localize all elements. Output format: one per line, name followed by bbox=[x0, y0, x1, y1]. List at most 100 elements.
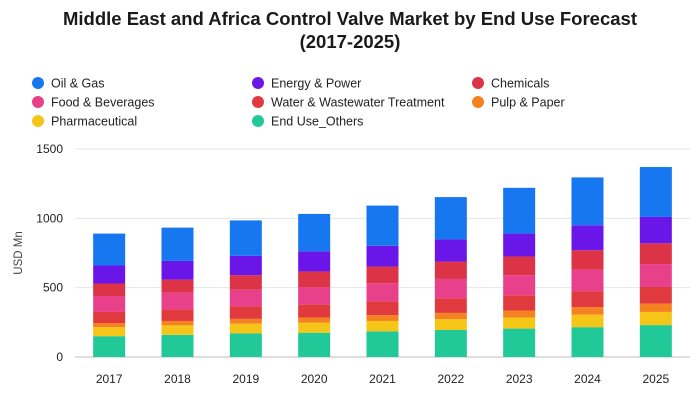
bar-segment-end-use-others-2024[interactable] bbox=[571, 327, 604, 357]
legend-item-end-use-others[interactable]: End Use_Others bbox=[252, 115, 363, 129]
bar-segment-chemicals-2017[interactable] bbox=[93, 283, 126, 296]
y-tick-label: 500 bbox=[43, 281, 63, 295]
bar-segment-energy-and-power-2020[interactable] bbox=[298, 251, 331, 272]
bar-segment-water-and-wastewater-treatment-2020[interactable] bbox=[298, 304, 331, 318]
chart-legend: Oil & Gas Energy & Power Chemicals Food & B… bbox=[32, 77, 565, 129]
bar-segment-end-use-others-2020[interactable] bbox=[298, 332, 331, 357]
bar-segment-oil-and-gas-2019[interactable] bbox=[229, 220, 262, 256]
bar-segment-energy-and-power-2018[interactable] bbox=[161, 260, 194, 280]
bar-segment-oil-and-gas-2017[interactable] bbox=[93, 233, 126, 266]
bar-segment-chemicals-2018[interactable] bbox=[161, 279, 194, 293]
bar-segment-oil-and-gas-2020[interactable] bbox=[298, 213, 331, 252]
bar-segment-chemicals-2019[interactable] bbox=[229, 275, 262, 290]
legend-label: Oil & Gas bbox=[51, 77, 105, 91]
bar-segment-energy-and-power-2025[interactable] bbox=[639, 216, 672, 244]
bar-segment-end-use-others-2022[interactable] bbox=[434, 329, 467, 357]
legend-item-energy-and-power[interactable]: Energy & Power bbox=[252, 77, 361, 91]
bar-segment-end-use-others-2021[interactable] bbox=[366, 331, 399, 357]
x-tick-label: 2019 bbox=[232, 372, 259, 386]
bar-segment-water-and-wastewater-treatment-2022[interactable] bbox=[434, 298, 467, 313]
bar-segment-end-use-others-2019[interactable] bbox=[229, 333, 262, 357]
bar-stack-2022[interactable] bbox=[434, 197, 467, 357]
bar-segment-pulp-and-paper-2024[interactable] bbox=[571, 307, 604, 315]
bar-segment-pulp-and-paper-2022[interactable] bbox=[434, 312, 467, 320]
bar-segment-pharmaceutical-2023[interactable] bbox=[503, 317, 536, 329]
bar-segment-chemicals-2023[interactable] bbox=[503, 256, 536, 276]
bar-segment-oil-and-gas-2022[interactable] bbox=[434, 197, 467, 240]
bar-segment-chemicals-2021[interactable] bbox=[366, 266, 399, 284]
y-tick-label: 0 bbox=[56, 350, 63, 364]
bar-segment-pharmaceutical-2025[interactable] bbox=[639, 311, 672, 326]
bar-segment-water-and-wastewater-treatment-2017[interactable] bbox=[93, 311, 126, 324]
legend-item-pharmaceutical[interactable]: Pharmaceutical bbox=[32, 115, 137, 129]
bar-segment-pulp-and-paper-2020[interactable] bbox=[298, 317, 331, 323]
bar-segment-end-use-others-2023[interactable] bbox=[503, 328, 536, 357]
bar-segment-food-and-beverages-2019[interactable] bbox=[229, 289, 262, 307]
legend-item-food-and-beverages[interactable]: Food & Beverages bbox=[32, 96, 155, 110]
bar-segment-pharmaceutical-2024[interactable] bbox=[571, 314, 604, 328]
bar-segment-oil-and-gas-2024[interactable] bbox=[571, 177, 604, 226]
bar-segment-pulp-and-paper-2018[interactable] bbox=[161, 320, 194, 326]
chart-title: Middle East and Africa Control Valve Mar… bbox=[63, 8, 637, 29]
bar-segment-chemicals-2022[interactable] bbox=[434, 261, 467, 279]
bar-stack-2023[interactable] bbox=[503, 187, 536, 357]
bar-segment-pulp-and-paper-2025[interactable] bbox=[639, 303, 672, 312]
bar-segment-food-and-beverages-2018[interactable] bbox=[161, 292, 194, 310]
bar-segment-water-and-wastewater-treatment-2021[interactable] bbox=[366, 301, 399, 316]
bar-segment-energy-and-power-2022[interactable] bbox=[434, 239, 467, 262]
bar-segment-food-and-beverages-2022[interactable] bbox=[434, 278, 467, 299]
bar-segment-pulp-and-paper-2023[interactable] bbox=[503, 310, 536, 318]
bar-segment-oil-and-gas-2023[interactable] bbox=[503, 187, 536, 234]
bar-segment-water-and-wastewater-treatment-2023[interactable] bbox=[503, 295, 536, 311]
bar-stack-2021[interactable] bbox=[366, 205, 399, 357]
bar-segment-pharmaceutical-2022[interactable] bbox=[434, 319, 467, 330]
bar-segment-pharmaceutical-2017[interactable] bbox=[93, 327, 126, 337]
bar-stack-2017[interactable] bbox=[93, 233, 126, 357]
bar-segment-pulp-and-paper-2019[interactable] bbox=[229, 318, 262, 324]
bar-segment-oil-and-gas-2025[interactable] bbox=[639, 167, 672, 217]
bar-segment-energy-and-power-2024[interactable] bbox=[571, 225, 604, 251]
bar-segment-food-and-beverages-2025[interactable] bbox=[639, 264, 672, 287]
legend-item-pulp-and-paper[interactable]: Pulp & Paper bbox=[472, 96, 565, 110]
bar-segment-energy-and-power-2023[interactable] bbox=[503, 233, 536, 257]
y-axis-label: USD Mn bbox=[13, 231, 25, 274]
bar-segment-water-and-wastewater-treatment-2018[interactable] bbox=[161, 309, 194, 321]
bar-segment-water-and-wastewater-treatment-2025[interactable] bbox=[639, 286, 672, 304]
legend-label: Pulp & Paper bbox=[491, 96, 565, 110]
bar-stack-2019[interactable] bbox=[229, 220, 262, 357]
bar-segment-food-and-beverages-2021[interactable] bbox=[366, 283, 399, 302]
bar-segment-pharmaceutical-2020[interactable] bbox=[298, 322, 331, 333]
bar-segment-food-and-beverages-2024[interactable] bbox=[571, 269, 604, 292]
bar-segment-oil-and-gas-2021[interactable] bbox=[366, 205, 399, 246]
bar-stack-2025[interactable] bbox=[639, 167, 672, 357]
bar-segment-pulp-and-paper-2021[interactable] bbox=[366, 315, 399, 321]
legend-item-chemicals[interactable]: Chemicals bbox=[472, 77, 549, 91]
legend-swatch-pulp-and-paper bbox=[472, 96, 484, 108]
bar-segment-oil-and-gas-2018[interactable] bbox=[161, 227, 194, 261]
bar-segment-end-use-others-2017[interactable] bbox=[93, 336, 126, 357]
bar-stack-2020[interactable] bbox=[298, 213, 331, 357]
bar-segment-end-use-others-2018[interactable] bbox=[161, 334, 194, 357]
legend-swatch-water-and-wastewater-treatment bbox=[252, 96, 264, 108]
legend-item-oil-and-gas[interactable]: Oil & Gas bbox=[32, 77, 105, 91]
bar-stack-2024[interactable] bbox=[571, 177, 604, 357]
bar-segment-food-and-beverages-2017[interactable] bbox=[93, 295, 126, 312]
legend-item-water-and-wastewater-treatment[interactable]: Water & Wastewater Treatment bbox=[252, 96, 445, 110]
y-tick-label: 1000 bbox=[36, 211, 63, 225]
bar-segment-food-and-beverages-2020[interactable] bbox=[298, 287, 331, 305]
bar-segment-pharmaceutical-2019[interactable] bbox=[229, 323, 262, 334]
bar-stack-2018[interactable] bbox=[161, 227, 194, 357]
bar-segment-chemicals-2020[interactable] bbox=[298, 271, 331, 288]
bar-segment-energy-and-power-2019[interactable] bbox=[229, 255, 262, 276]
bar-segment-water-and-wastewater-treatment-2024[interactable] bbox=[571, 291, 604, 308]
bar-segment-energy-and-power-2021[interactable] bbox=[366, 245, 399, 267]
bar-segment-chemicals-2025[interactable] bbox=[639, 243, 672, 265]
bar-segment-energy-and-power-2017[interactable] bbox=[93, 265, 126, 284]
bar-segment-pulp-and-paper-2017[interactable] bbox=[93, 323, 126, 328]
bar-segment-chemicals-2024[interactable] bbox=[571, 250, 604, 270]
bar-segment-end-use-others-2025[interactable] bbox=[639, 325, 672, 357]
bar-segment-pharmaceutical-2021[interactable] bbox=[366, 320, 399, 332]
bar-segment-pharmaceutical-2018[interactable] bbox=[161, 325, 194, 335]
bar-segment-water-and-wastewater-treatment-2019[interactable] bbox=[229, 306, 262, 319]
bar-segment-food-and-beverages-2023[interactable] bbox=[503, 275, 536, 296]
